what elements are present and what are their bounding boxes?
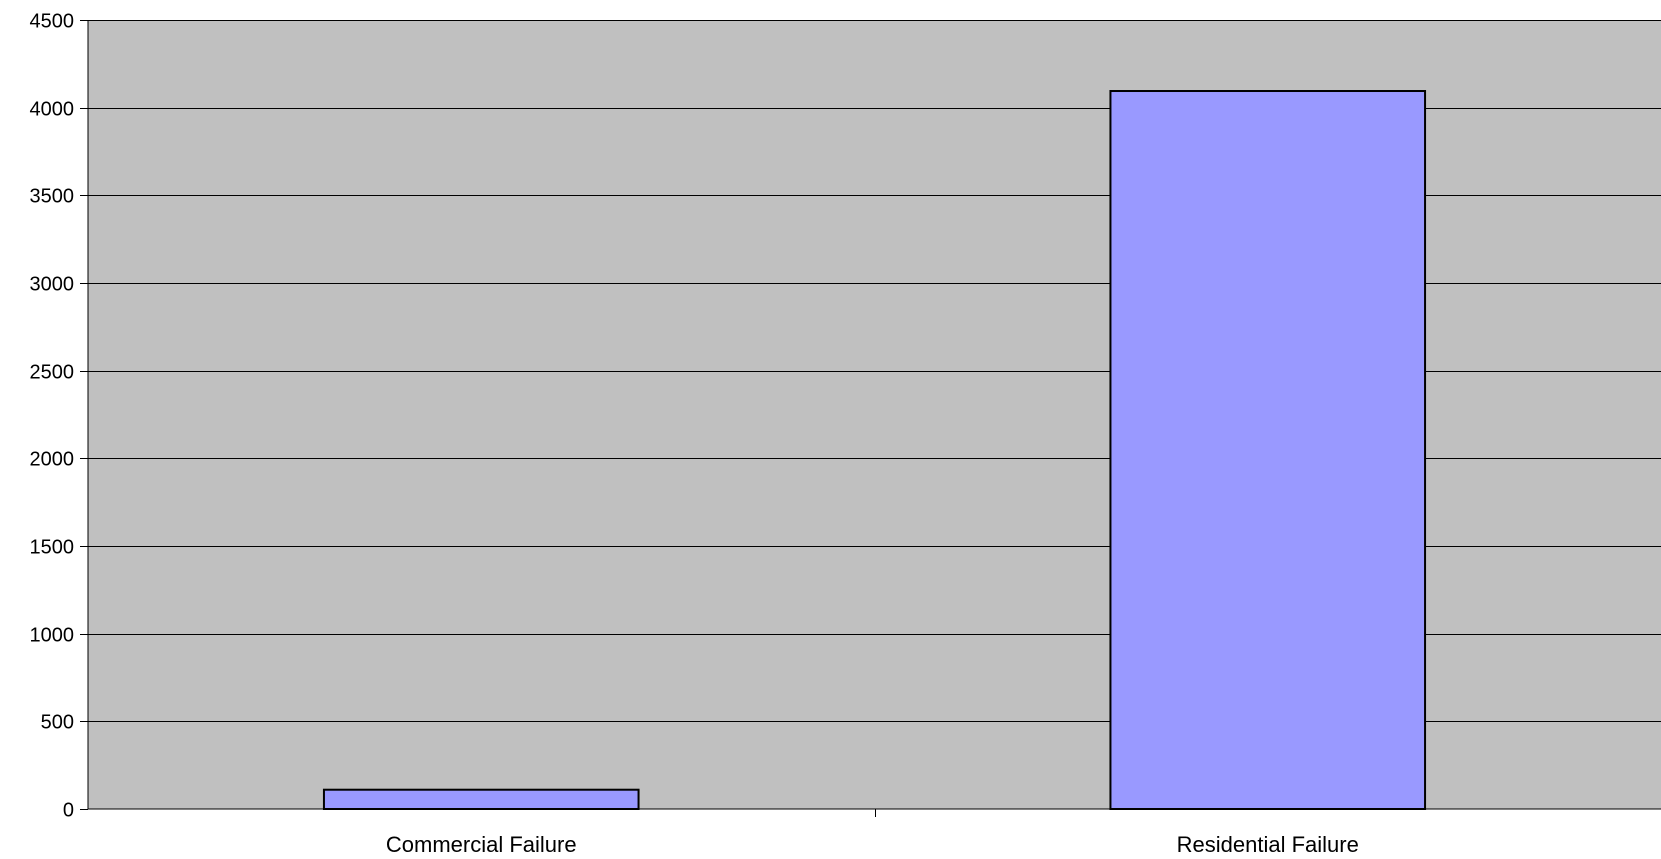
bar-commercial-failure [322,788,640,810]
y-tick-label: 2000 [30,449,75,471]
y-tick-label: 4000 [30,99,75,121]
y-tick-label: 0 [63,800,74,822]
y-tick-label: 500 [41,712,74,734]
y-tick-label: 1500 [30,537,75,559]
bar-residential-failure [1109,90,1427,810]
y-tick-label: 3500 [30,186,75,208]
y-tick-label: 3000 [30,274,75,296]
y-axis-ticks: 0 500 1000 1500 2000 2500 3000 3500 4000 4500 [30,11,88,822]
x-category-label: Residential Failure [1177,832,1359,857]
y-tick-label: 2500 [30,362,75,384]
y-tick-label: 1000 [30,625,75,647]
y-tick-label: 4500 [30,11,75,33]
x-category-label: Commercial Failure [386,832,577,857]
bars [322,90,1427,810]
x-axis-ticks: Commercial Failure Residential Failure [386,809,1359,857]
